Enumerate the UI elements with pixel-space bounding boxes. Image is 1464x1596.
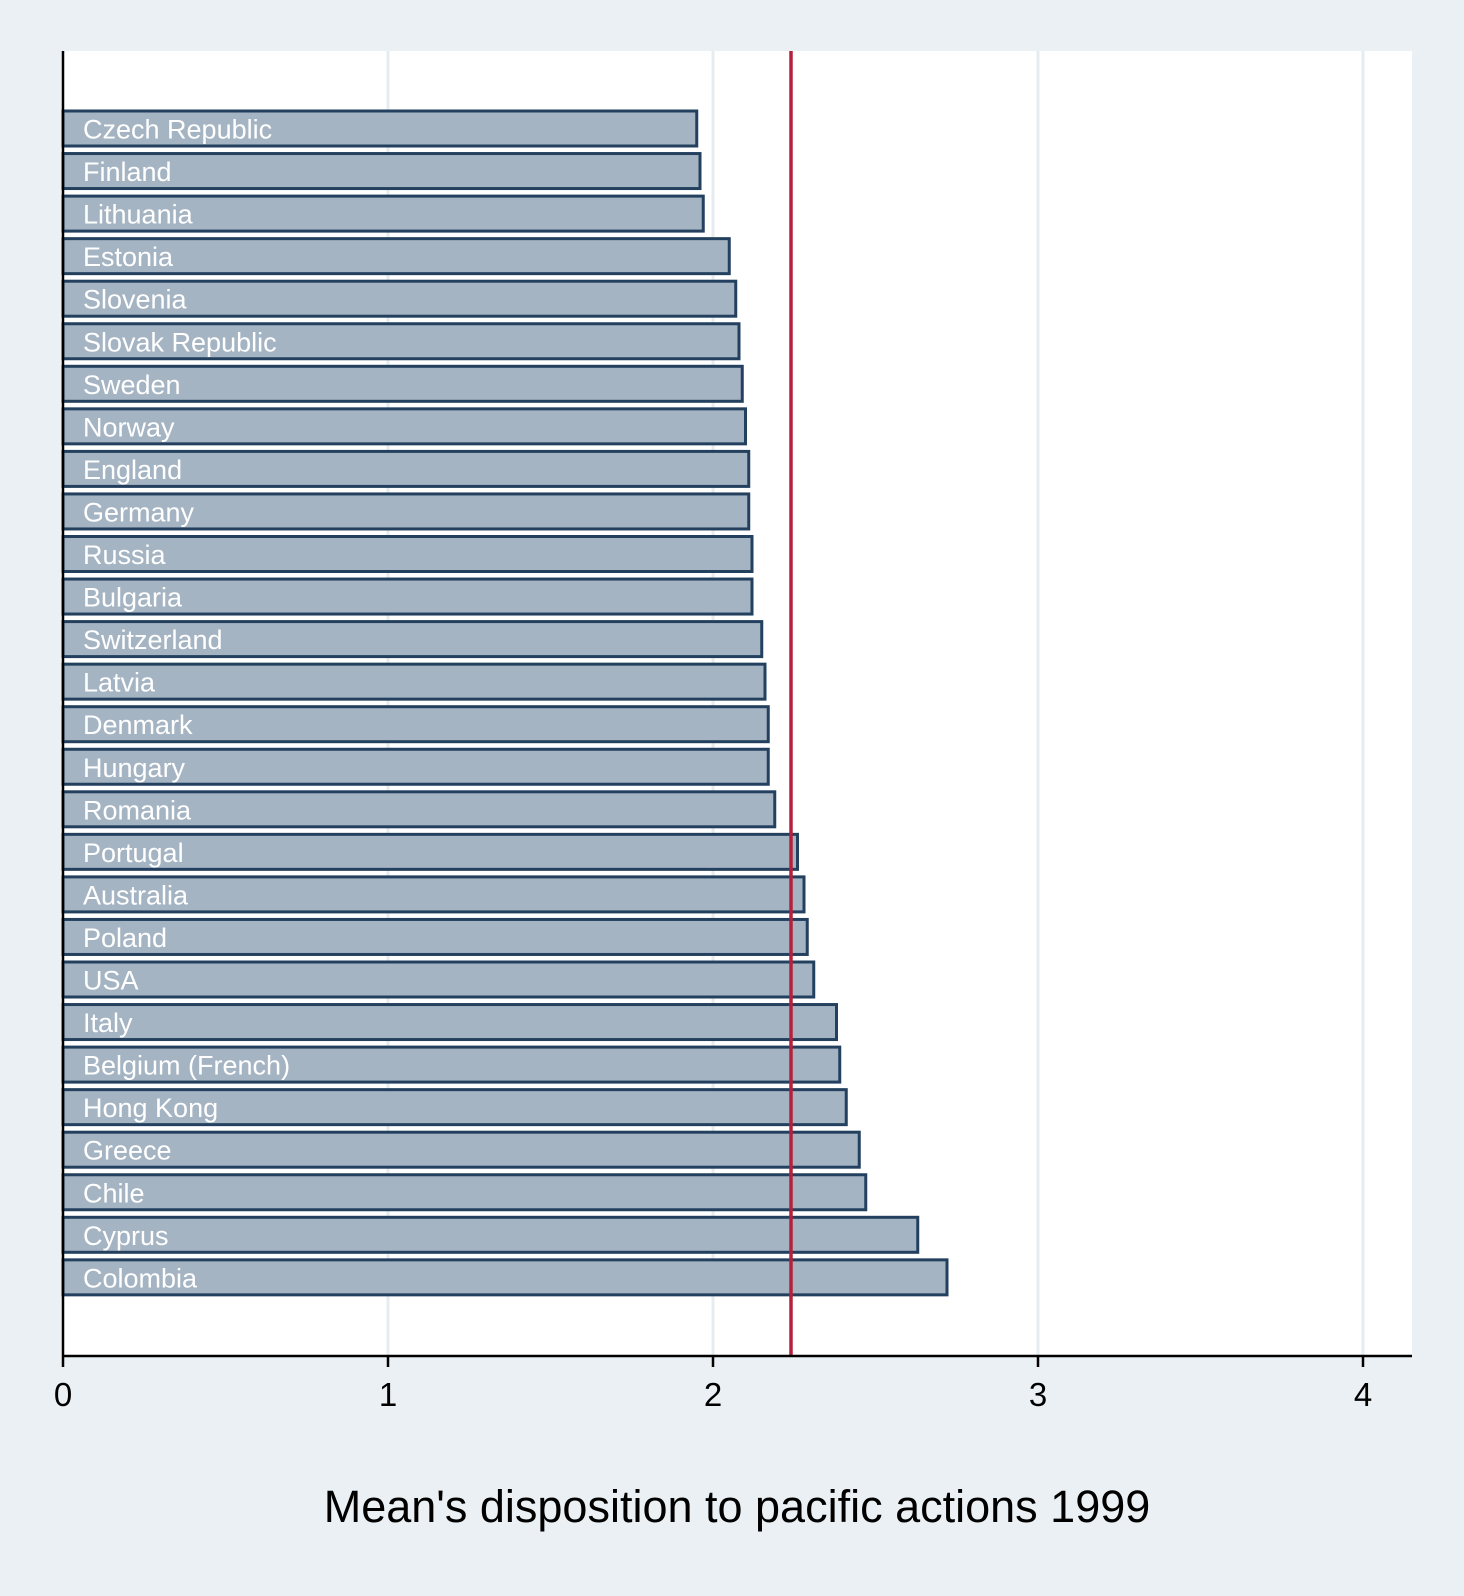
- bar: [61, 1173, 868, 1212]
- x-axis-title: Mean's disposition to pacific actions 19…: [324, 1481, 1151, 1532]
- bar-label: Lithuania: [83, 200, 194, 230]
- bar: [61, 747, 770, 786]
- bar: [61, 492, 751, 531]
- bar-label: Norway: [83, 412, 175, 442]
- bar: [61, 322, 741, 361]
- bar: [61, 279, 738, 318]
- bar-label: England: [83, 455, 182, 485]
- bar-label: Belgium (French): [83, 1051, 290, 1081]
- bar: [61, 364, 744, 403]
- x-tick-label: 3: [1029, 1376, 1047, 1413]
- bar-label: Romania: [83, 795, 192, 825]
- bar-label: Finland: [83, 157, 172, 187]
- bar-label: Poland: [83, 923, 167, 953]
- bar: [61, 662, 767, 701]
- bar: [61, 1258, 949, 1297]
- bar: [61, 1215, 920, 1254]
- bar: [61, 1130, 861, 1169]
- bar-label: USA: [83, 966, 139, 996]
- bar-label: Australia: [83, 880, 189, 910]
- bar: [61, 577, 754, 616]
- bar-label: Hungary: [83, 753, 186, 783]
- bar: [61, 832, 799, 871]
- bar: [61, 1003, 838, 1042]
- bar-label: Hong Kong: [83, 1093, 218, 1123]
- bar-label: Denmark: [83, 710, 193, 740]
- bar: [61, 960, 816, 999]
- bar: [61, 917, 809, 956]
- bar-label: Slovak Republic: [83, 327, 277, 357]
- bar-label: Greece: [83, 1136, 172, 1166]
- bar-label: Russia: [83, 540, 167, 570]
- bar: [61, 1045, 842, 1084]
- bar: [61, 535, 754, 573]
- bar-label: Germany: [83, 497, 195, 527]
- bar: [61, 1088, 848, 1127]
- bar-label: Bulgaria: [83, 583, 183, 613]
- x-tick-label: 0: [54, 1376, 72, 1413]
- bar-label: Cyprus: [83, 1221, 169, 1251]
- bar: [61, 705, 770, 744]
- bar-label: Switzerland: [83, 625, 223, 655]
- x-axis-ticks: 0 1 2 3 4: [54, 1356, 1372, 1413]
- bar-label: Colombia: [83, 1263, 198, 1293]
- bar: [61, 790, 777, 829]
- x-tick-label: 4: [1354, 1376, 1372, 1413]
- bar: [61, 620, 764, 659]
- bar: [61, 194, 705, 233]
- x-tick-label: 1: [379, 1376, 397, 1413]
- bar-label: Czech Republic: [83, 115, 272, 145]
- bars: [61, 109, 949, 1297]
- bar-label: Latvia: [83, 668, 156, 698]
- x-tick-label: 2: [704, 1376, 722, 1413]
- bar: [61, 407, 747, 446]
- bar: [61, 152, 702, 191]
- bar-label: Sweden: [83, 370, 181, 400]
- bar-label: Chile: [83, 1178, 145, 1208]
- bar-labels: Czech Republic Finland Lithuania Estonia Slo…: [83, 115, 290, 1294]
- bar-label: Estonia: [83, 242, 174, 272]
- bar-label: Italy: [83, 1008, 133, 1038]
- bar-label: Portugal: [83, 838, 184, 868]
- bar-label: Slovenia: [83, 285, 188, 315]
